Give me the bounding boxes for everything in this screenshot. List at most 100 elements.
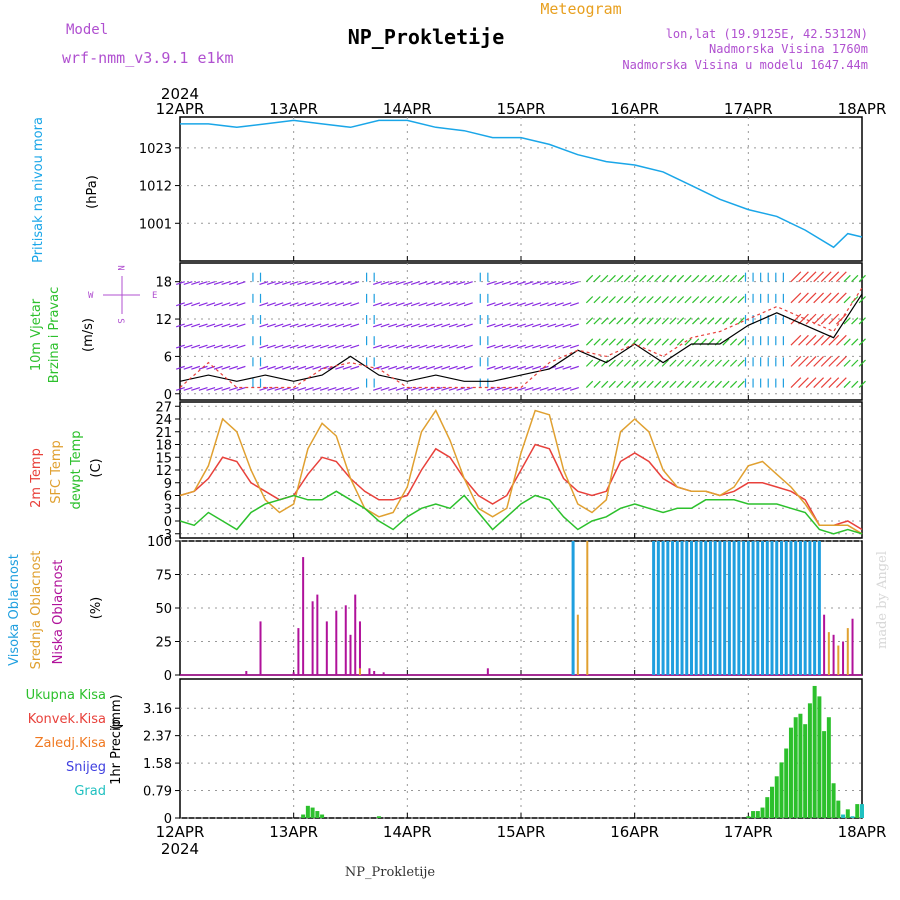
wind-arrow: [524, 344, 534, 349]
wind-arrow: [501, 344, 511, 349]
wind-arrow: [373, 365, 382, 370]
wind-arrow: [836, 271, 847, 283]
wind-arrow: [554, 281, 564, 286]
wind-arrow: [463, 302, 473, 307]
wind-arrow: [350, 323, 360, 328]
wind-arrow: [654, 338, 662, 346]
wind-arrow: [661, 296, 669, 304]
wind-arrow: [388, 323, 398, 328]
cloud-bar: [382, 672, 385, 675]
wind-arrow: [593, 380, 601, 388]
wind-arrow: [229, 365, 238, 370]
precip-legend: Ukupna Kisa Konvek.Kisa Zaledj.Kisa Snijeg G…: [26, 688, 106, 799]
wind-arrow: [858, 296, 866, 304]
precip-bar: [817, 696, 822, 818]
precip-bar: [760, 807, 765, 818]
wind-arrow: [380, 365, 390, 370]
wind-arrow: [312, 281, 322, 286]
cloud-bar: [746, 541, 750, 675]
wind-arrow: [448, 281, 458, 286]
cloud-bar: [842, 641, 845, 675]
wind-arrow: [851, 317, 859, 325]
wind-gust-line: [179, 287, 863, 389]
temperature-lines: [179, 408, 863, 535]
y-tick-label: 1.58: [143, 757, 172, 772]
wind-arrow: [661, 338, 669, 346]
wind-arrow: [335, 344, 345, 349]
cloud-bar: [699, 541, 703, 675]
cloud-bar: [661, 541, 665, 675]
precip-bar: [755, 811, 760, 818]
wind-arrow: [851, 338, 859, 346]
wind-arrow: [699, 317, 707, 325]
wind-arrow: [380, 323, 390, 328]
wind-arrow: [616, 296, 624, 304]
wind-arrow: [229, 302, 238, 307]
wind-arrow: [532, 323, 542, 328]
wind-arrow: [623, 338, 632, 346]
footer-station: NP_Prokletije: [345, 865, 436, 880]
wind-arrow: [213, 365, 223, 370]
wind-arrow: [616, 359, 624, 367]
wind-arrow: [373, 302, 382, 307]
precip-bar: [301, 814, 306, 818]
precip-bar: [855, 804, 860, 818]
wind-arrow: [312, 344, 322, 349]
wind-arrow: [805, 271, 817, 283]
wind-arrow: [601, 380, 609, 388]
wind-arrow: [456, 302, 466, 307]
wind-arrow: [236, 302, 246, 307]
year-top: 2024: [161, 85, 199, 103]
wind-arrow: [692, 274, 700, 283]
y-tick-label: 1012: [139, 180, 172, 195]
wind-arrow: [729, 274, 738, 283]
wind-arrow: [198, 323, 208, 328]
wind-arrow: [608, 274, 616, 283]
wind-arrow: [191, 281, 201, 286]
wind-arrow: [805, 292, 817, 304]
wind-arrow: [259, 344, 269, 349]
wind-arrow: [616, 380, 624, 388]
wind-arrow: [638, 338, 647, 346]
wind-arrow: [213, 386, 223, 391]
wind-arrow: [297, 302, 307, 307]
wind-arrow: [790, 334, 802, 346]
cloud-bar: [765, 541, 769, 675]
wind-arrow: [426, 281, 435, 286]
cloud-ylabel2: Srednja Oblacnost: [29, 551, 44, 670]
wind-arrow: [638, 296, 647, 304]
wind-arrow: [646, 274, 654, 283]
wind-arrow: [516, 302, 526, 307]
wind-arrow: [828, 356, 840, 367]
wind-arrow: [820, 271, 832, 283]
wind-arrow: [327, 281, 337, 286]
wind-arrow: [191, 323, 201, 328]
cloud-bar: [586, 541, 589, 675]
wind-arrow: [828, 377, 840, 388]
wind-arrow: [395, 386, 405, 391]
wind-ylabel: 10m Vjetar: [29, 298, 44, 371]
precip-bar: [793, 717, 798, 818]
wind-arrow: [623, 274, 632, 283]
wind-arrow: [661, 274, 669, 283]
wind-arrow: [798, 356, 809, 367]
compass-s: S: [115, 318, 125, 323]
cloud-bar: [770, 541, 774, 675]
y-tick-label: 15: [155, 451, 172, 466]
wind-arrow: [737, 274, 745, 283]
station-title: NP_Prokletije: [348, 25, 505, 49]
precip-legend-item: Grad: [74, 784, 106, 799]
wind-arrow: [206, 302, 216, 307]
wind-arrow: [388, 281, 398, 286]
wind-arrow: [312, 365, 322, 370]
wind-arrow: [820, 356, 832, 367]
wind-arrow: [433, 281, 443, 286]
wind-arrow: [790, 356, 802, 367]
wind-arrow: [319, 323, 329, 328]
wind-arrow: [539, 302, 549, 307]
wind-arrow: [433, 386, 443, 391]
wind-arrow: [608, 338, 616, 346]
wind-arrow: [654, 274, 662, 283]
wind-arrow: [456, 344, 466, 349]
